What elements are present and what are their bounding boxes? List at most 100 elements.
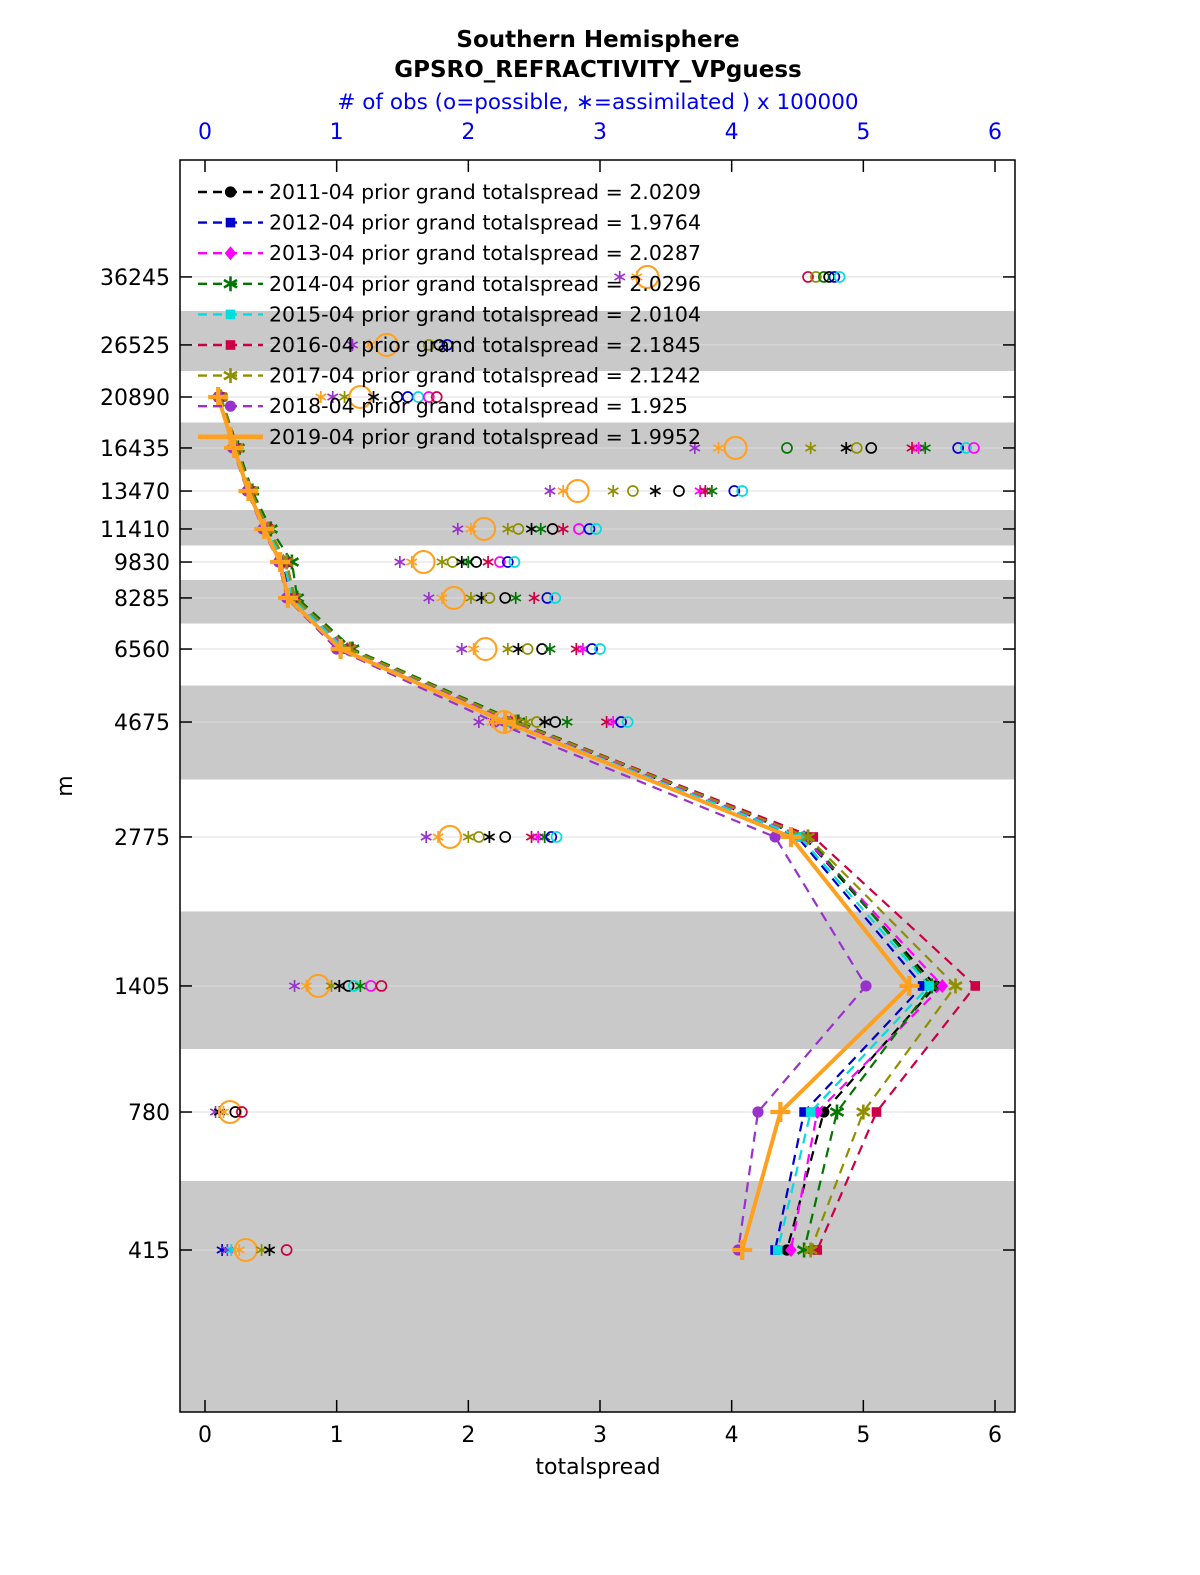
obs-assimilated-marker [577, 645, 589, 653]
x-tick-label: 1 [330, 1423, 344, 1448]
square-marker [805, 1107, 816, 1117]
obs-assimilated-marker [512, 645, 525, 653]
obs-assimilated-marker [525, 525, 538, 533]
obs-possible-marker [968, 442, 980, 454]
legend-label: 2013-04 prior grand totalspread = 2.0287 [269, 241, 701, 265]
obs-possible-big-marker [437, 824, 462, 850]
obs-assimilated-marker [456, 645, 468, 653]
obs-assimilated-marker [327, 393, 339, 401]
obs-possible-marker [375, 980, 388, 992]
obs-possible-big-marker [491, 709, 516, 735]
obs-assimilated-marker [919, 444, 931, 452]
obs-possible-marker [550, 831, 563, 843]
obs-possible-big-marker [635, 264, 660, 289]
obs-assimilated-marker [462, 833, 474, 841]
obs-assimilated-marker [689, 444, 701, 452]
top-tick-label: 5 [856, 120, 870, 145]
obs-assimilated-marker [452, 525, 464, 533]
obs-assimilated-marker [649, 487, 661, 495]
obs-possible-big-marker [441, 585, 466, 610]
obs-possible-marker [586, 643, 598, 655]
obs-possible-marker [810, 271, 822, 283]
square-marker [225, 309, 236, 320]
obs-possible-marker [583, 523, 596, 535]
square-marker [812, 1245, 823, 1255]
obs-possible-marker [615, 716, 627, 728]
y-tick-label: 11410 [100, 518, 170, 543]
obs-possible-marker [865, 442, 878, 454]
y-tick-label: 16435 [100, 437, 170, 462]
obs-assimilated-marker [706, 487, 718, 495]
obs-possible-marker [541, 592, 554, 604]
y-tick-label: 415 [128, 1239, 170, 1264]
obs-possible-marker [530, 716, 543, 728]
obs-assimilated-marker [502, 645, 514, 653]
obs-possible-marker [960, 442, 972, 454]
obs-assimilated-marker [363, 341, 376, 349]
y-tick-label: 36245 [100, 266, 170, 291]
obs-possible-marker [499, 831, 512, 843]
obs-possible-marker [236, 1106, 248, 1118]
square-marker [808, 832, 819, 842]
star-marker [803, 1245, 818, 1255]
square-marker [772, 1245, 783, 1255]
top-tick-label: 0 [198, 120, 212, 145]
x-tick-label: 6 [988, 1423, 1002, 1448]
star-marker [948, 981, 963, 991]
obs-possible-big-marker [472, 516, 497, 542]
obs-possible-marker [545, 831, 558, 843]
chart-render-layer: 0 0 1 1 2 2 3 3 4 4 5 5 6 6 36245 26525 20890 16435 13470 1… [100, 120, 1016, 1448]
y-tick-label: 8285 [114, 587, 170, 612]
x-tick-label: 2 [461, 1423, 475, 1448]
obs-assimilated-marker [520, 718, 532, 726]
y-tick-label: 26525 [100, 334, 170, 359]
obs-possible-marker [536, 643, 548, 655]
legend-label: 2011-04 prior grand totalspread = 2.0209 [269, 180, 701, 204]
obs-assimilated-marker [346, 341, 359, 349]
obs-assimilated-marker [354, 982, 367, 990]
obs-possible-big-marker [306, 973, 331, 998]
diamond-marker [811, 1105, 824, 1120]
star-marker [829, 1107, 845, 1117]
x-axis-label: totalspread [535, 1455, 660, 1480]
obs-assimilated-marker [510, 594, 522, 602]
star-marker [223, 278, 238, 289]
legend-label: 2015-04 prior grand totalspread = 2.0104 [269, 302, 701, 326]
top-tick-label: 1 [330, 120, 344, 145]
top-tick-label: 2 [461, 120, 475, 145]
circle-marker [224, 186, 237, 198]
obs-assimilated-marker [840, 444, 852, 452]
obs-assimilated-marker [465, 594, 477, 602]
obs-possible-big-marker [473, 636, 498, 662]
obs-assimilated-marker [539, 833, 551, 841]
obs-assimilated-marker [805, 444, 817, 452]
shaded-band [180, 685, 1015, 780]
obs-possible-marker [621, 716, 634, 728]
circle-marker [860, 980, 872, 992]
obs-assimilated-marker [482, 558, 494, 566]
obs-assimilated-marker [535, 525, 547, 533]
obs-possible-marker [433, 339, 446, 351]
obs-possible-big-marker [233, 1237, 258, 1263]
obs-assimilated-marker [420, 833, 432, 841]
obs-possible-marker [499, 592, 512, 604]
x-tick-label: 3 [593, 1423, 607, 1448]
obs-possible-big-marker [723, 435, 748, 461]
plot-border [179, 159, 1016, 1413]
square-marker [917, 981, 928, 991]
diamond-marker [224, 246, 237, 261]
obs-possible-marker [422, 391, 435, 403]
star-marker [856, 1107, 871, 1117]
obs-possible-marker [508, 556, 521, 568]
obs-assimilated-marker [465, 525, 477, 533]
obs-possible-marker [952, 442, 964, 454]
obs-possible-big-marker [348, 384, 373, 410]
obs-assimilated-marker [544, 645, 556, 653]
obs-possible-marker [828, 271, 841, 283]
shaded-band [180, 579, 1015, 624]
legend-label: 2017-04 prior grand totalspread = 2.1242 [269, 364, 701, 388]
shaded-band [180, 1181, 1015, 1412]
obs-possible-marker [229, 1106, 242, 1118]
